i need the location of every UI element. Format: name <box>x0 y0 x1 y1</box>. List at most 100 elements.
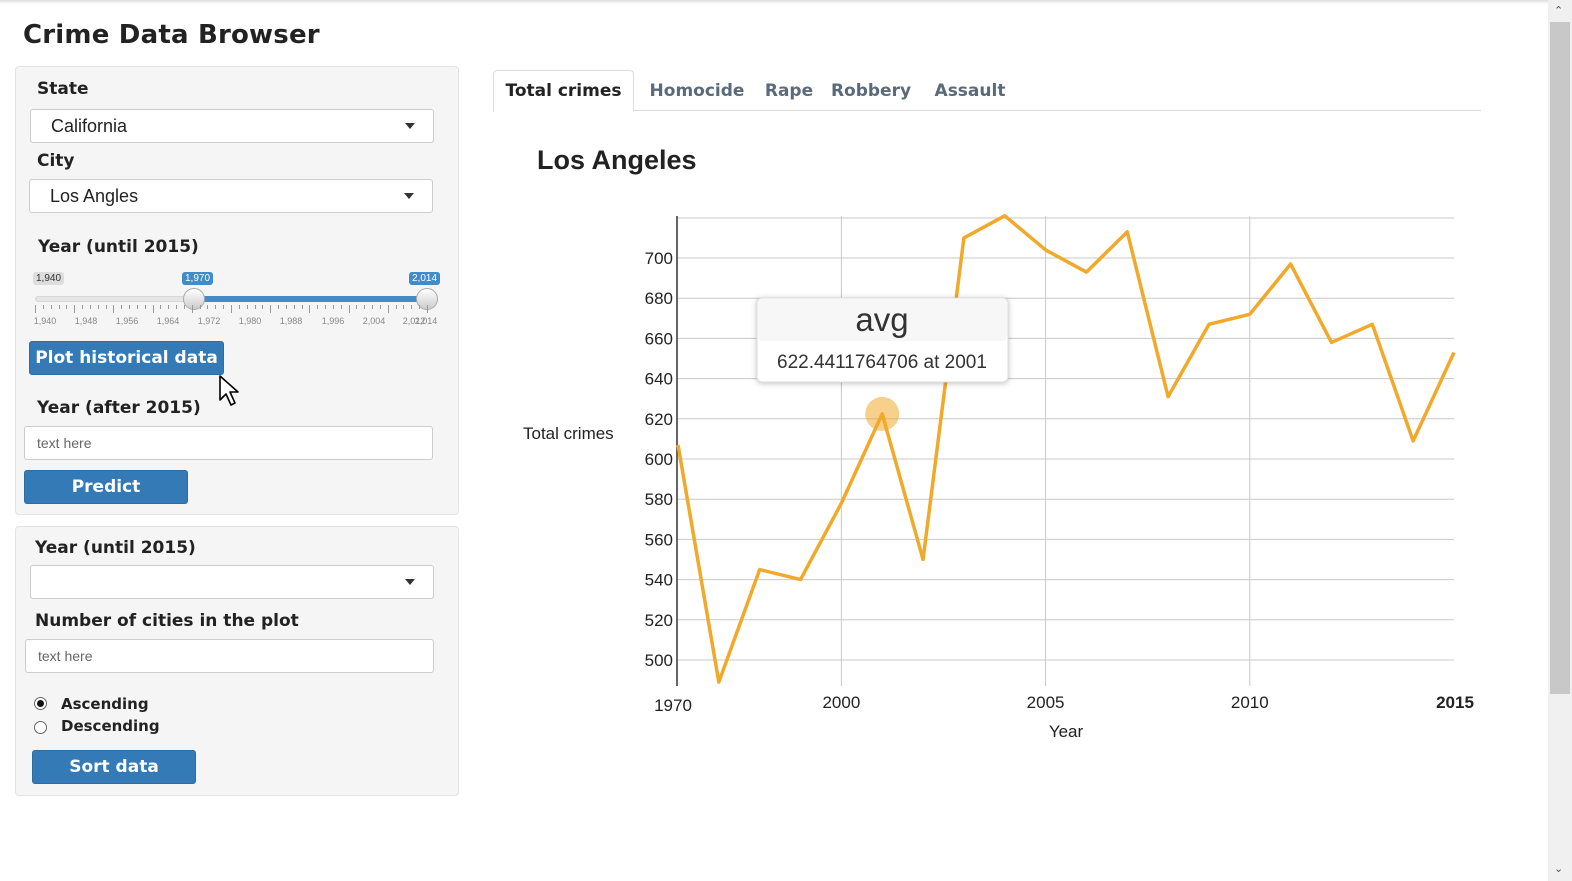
chevron-down-icon <box>405 123 415 129</box>
state-label: State <box>37 79 89 99</box>
slider-tick <box>348 305 350 313</box>
year-select[interactable] <box>30 565 434 599</box>
year-range-label: Year (until 2015) <box>38 237 199 257</box>
slider-tick-label: 2,014 <box>414 316 438 326</box>
slider-tick <box>66 305 68 309</box>
city-select-value: Los Angles <box>50 185 139 206</box>
slider-tick <box>89 305 91 309</box>
x-tick-label: 2000 <box>822 693 860 712</box>
slider-tick <box>113 305 115 313</box>
cities-count-input[interactable] <box>25 639 434 673</box>
slider-tick <box>215 305 217 309</box>
slider-tick <box>317 305 319 309</box>
year-after-input[interactable] <box>24 426 433 460</box>
cities-count-label: Number of cities in the plot <box>35 611 299 631</box>
slider-tick <box>278 305 280 309</box>
year-after-label: Year (after 2015) <box>37 398 201 418</box>
chevron-down-icon <box>404 193 414 199</box>
year-select-label: Year (until 2015) <box>35 538 196 558</box>
slider-high-label: 2,014 <box>409 272 441 285</box>
y-tick-label: 580 <box>645 490 673 509</box>
hover-point-marker <box>865 396 900 431</box>
slider-tick <box>199 305 201 309</box>
slider-tick-label: 1,988 <box>279 316 303 326</box>
y-tick-label: 540 <box>645 571 673 590</box>
slider-tick <box>364 305 366 309</box>
slider-tick <box>332 305 334 309</box>
slider-tick <box>183 305 185 309</box>
tab-homocide[interactable]: Homocide <box>649 80 745 101</box>
slider-tick <box>301 305 303 309</box>
slider-tick-label: 1,964 <box>156 316 180 326</box>
tab-total-crimes[interactable]: Total crimes <box>493 70 634 112</box>
window-top-edge <box>0 0 1548 4</box>
slider-tick <box>246 305 248 309</box>
x-tick-label: 2010 <box>1231 693 1269 712</box>
sort-data-button[interactable]: Sort data <box>32 750 196 784</box>
slider-tick <box>270 305 272 313</box>
slider-tick <box>293 305 295 309</box>
y-tick-label: 660 <box>645 329 673 348</box>
scroll-up-icon[interactable]: ⌃ <box>1554 5 1564 17</box>
scrollbar-thumb[interactable] <box>1550 22 1570 694</box>
tab-assault[interactable]: Assault <box>934 80 1006 101</box>
y-tick-label: 560 <box>645 530 673 549</box>
tooltip-box <box>756 297 1009 383</box>
slider-tick <box>58 305 60 309</box>
y-tick-label: 620 <box>645 410 673 429</box>
slider-tick <box>372 305 374 309</box>
slider-tick <box>379 305 381 309</box>
y-tick-label: 500 <box>645 651 673 670</box>
predict-button[interactable]: Predict <box>24 470 188 504</box>
x-tick-label: 2015 <box>1436 693 1474 712</box>
slider-tick-label: 1,996 <box>321 316 345 326</box>
slider-tick <box>207 305 209 309</box>
slider-tick-label: 1,972 <box>197 316 221 326</box>
slider-tick <box>427 305 428 313</box>
slider-tick <box>387 305 389 313</box>
slider-tick <box>403 305 405 309</box>
slider-tick <box>50 305 52 309</box>
city-label: City <box>37 151 75 171</box>
slider-tick-label: 1,980 <box>238 316 262 326</box>
slider-tick-label: 1,956 <box>115 316 139 326</box>
slider-tick <box>82 305 84 309</box>
x-axis-title: Year <box>1049 722 1084 741</box>
slider-tick <box>262 305 264 309</box>
slider-tick <box>168 305 170 309</box>
slider-tick <box>160 305 162 309</box>
y-tick-label: 600 <box>645 450 673 469</box>
slider-tick <box>419 305 421 309</box>
plot-historical-button[interactable]: Plot historical data <box>29 341 224 375</box>
slider-tick-label: 2,004 <box>362 316 386 326</box>
x-tick-label: 1970 <box>654 696 692 715</box>
slider-ticks <box>35 305 428 315</box>
tooltip-header <box>758 299 1007 341</box>
slider-tick <box>152 305 154 313</box>
slider-tick <box>74 305 76 313</box>
state-select-value: California <box>51 115 128 136</box>
tab-robbery[interactable]: Robbery <box>830 80 912 101</box>
mouse-cursor-icon <box>219 375 239 406</box>
ascending-radio[interactable] <box>34 697 47 710</box>
slider-tick <box>238 305 240 309</box>
descending-label: Descending <box>61 717 160 735</box>
tab-rape[interactable]: Rape <box>764 80 814 101</box>
state-select[interactable]: California <box>30 109 434 143</box>
slider-tick-label: 1,940 <box>33 316 57 326</box>
descending-radio[interactable] <box>34 721 47 734</box>
slider-tick <box>136 305 138 309</box>
slider-tick <box>285 305 287 309</box>
chevron-down-icon <box>405 579 415 585</box>
y-axis-title: Total crimes <box>523 424 614 443</box>
slider-tick <box>121 305 123 309</box>
city-select[interactable]: Los Angles <box>29 179 433 213</box>
tooltip-title: avg <box>855 301 908 338</box>
scroll-down-icon[interactable]: ⌄ <box>1554 863 1564 875</box>
year-slider-low-handle[interactable] <box>182 288 205 310</box>
slider-tick <box>129 305 131 309</box>
slider-tick <box>325 305 327 309</box>
ascending-label: Ascending <box>61 695 149 713</box>
chart-title: Los Angeles <box>537 145 697 175</box>
slider-tick <box>105 305 107 309</box>
